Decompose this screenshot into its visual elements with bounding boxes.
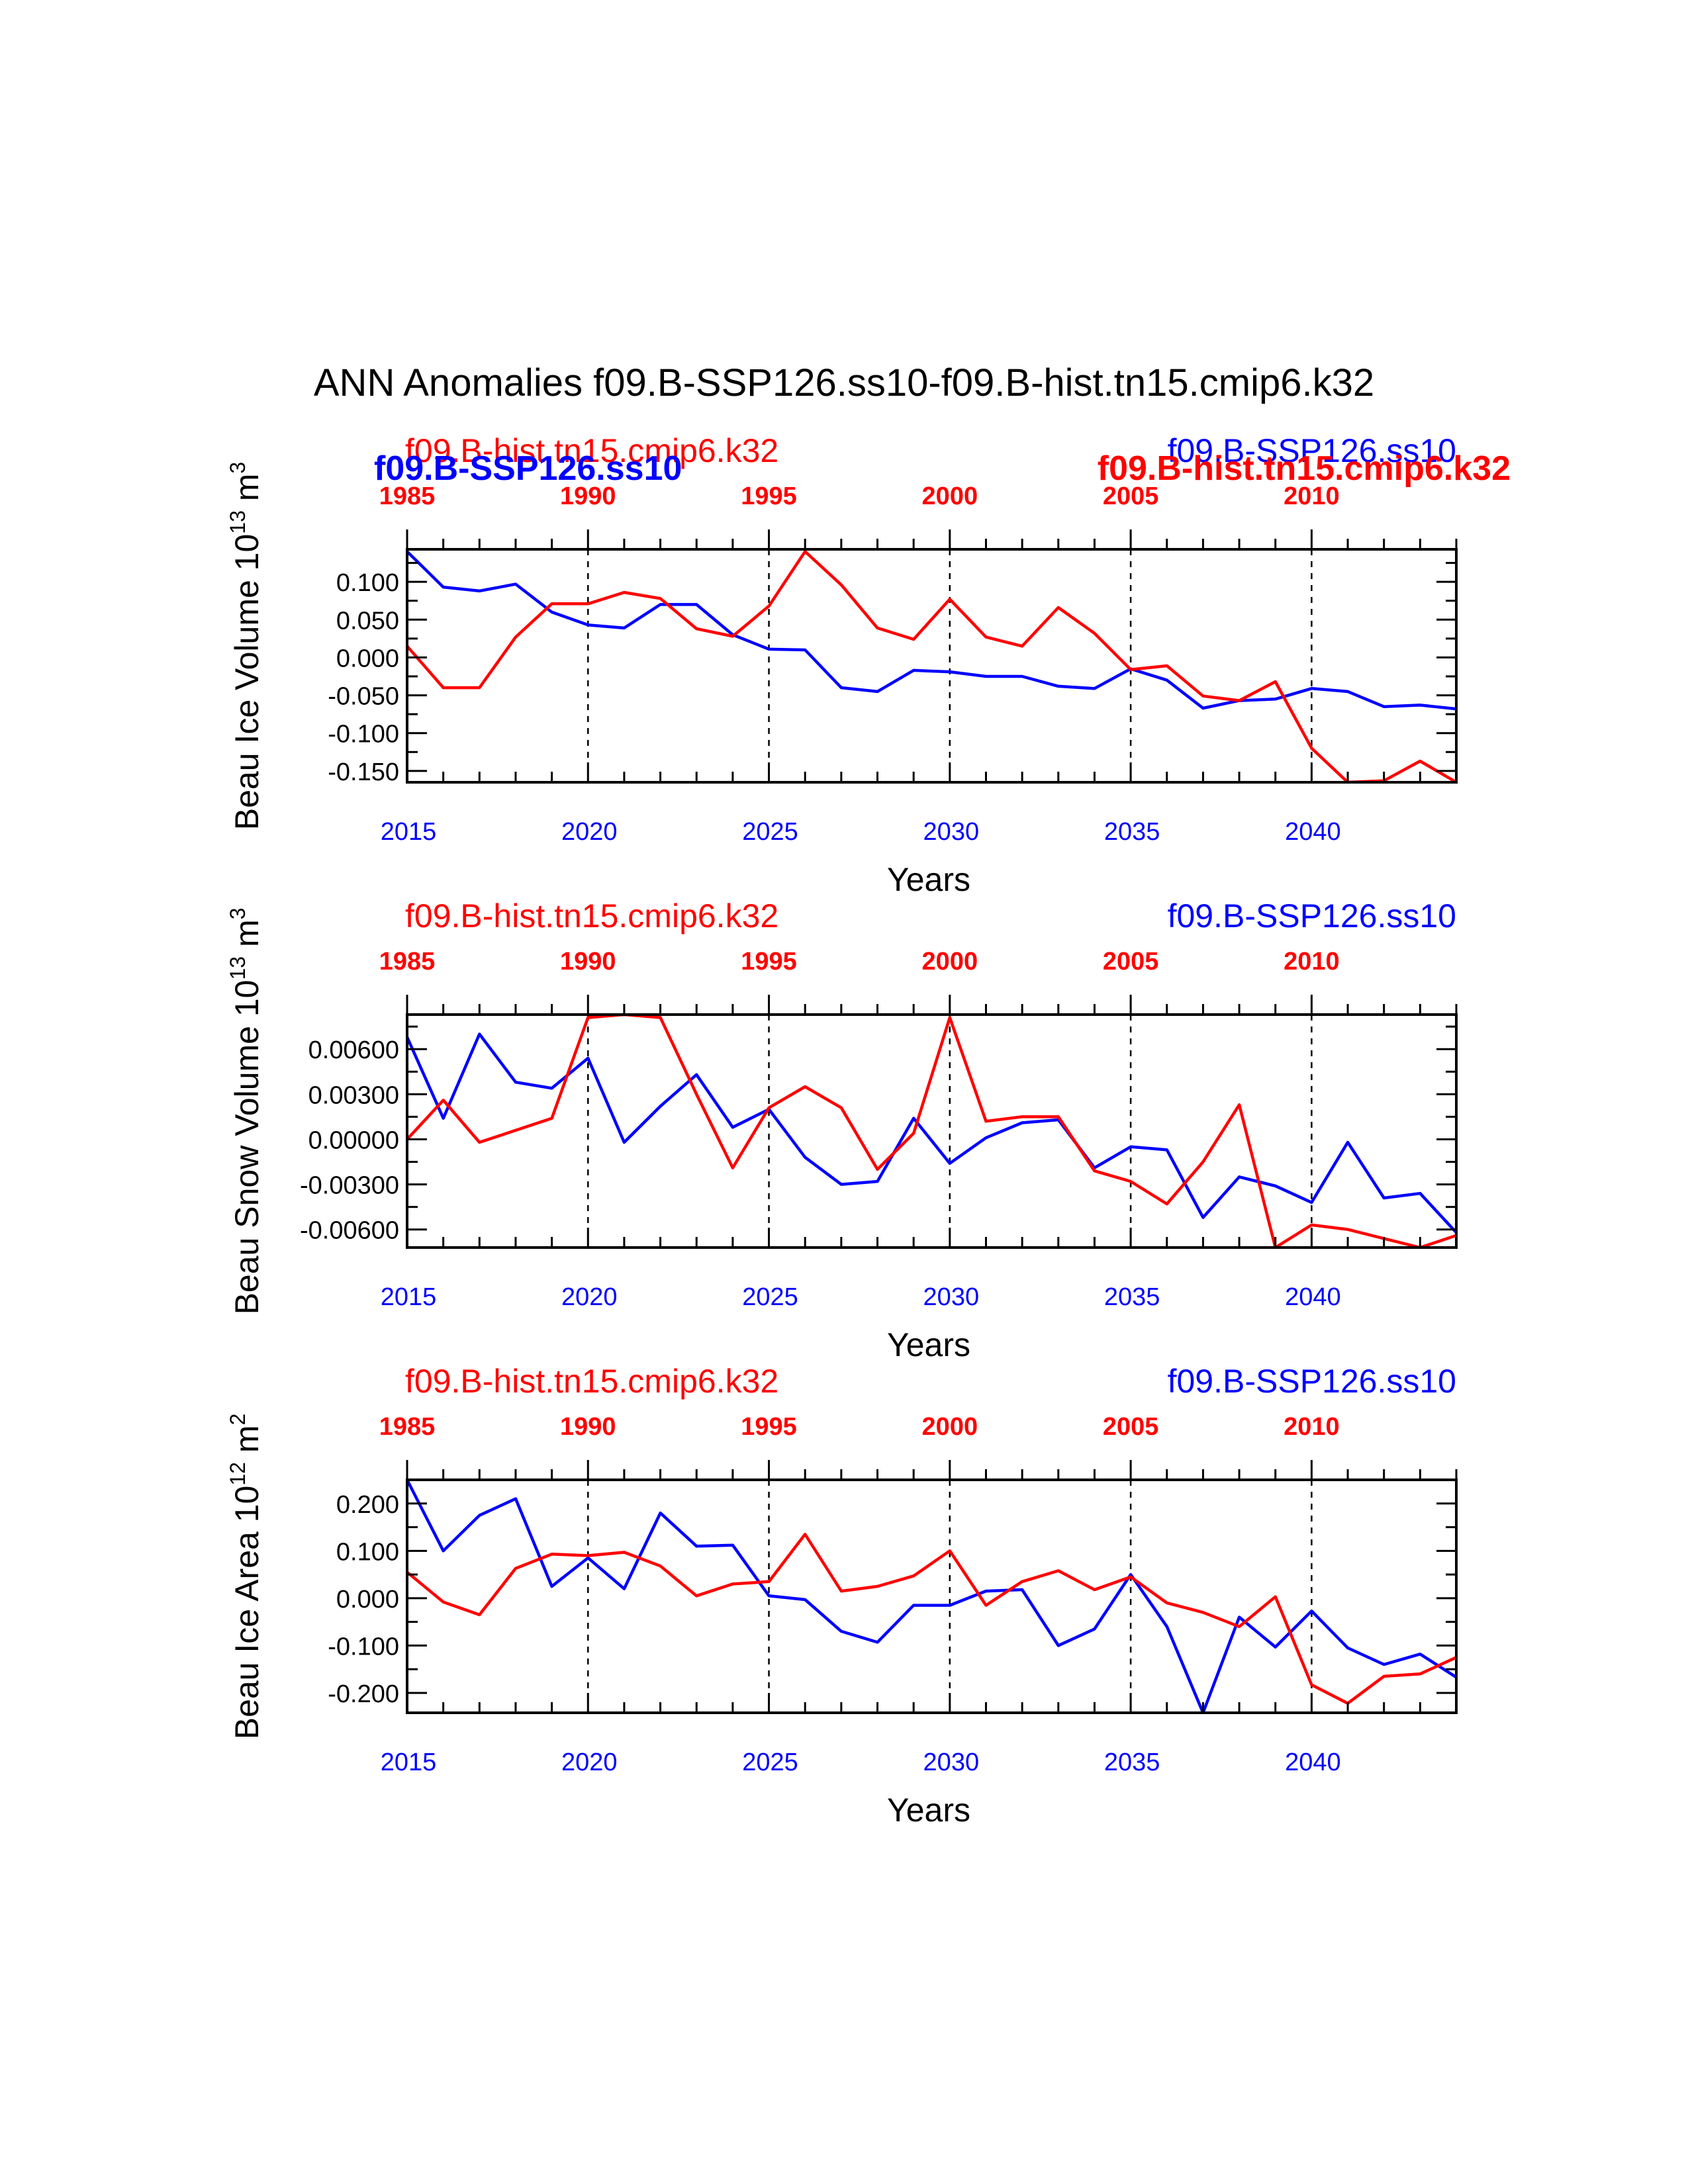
top-x-tick-label: 2005 xyxy=(1103,948,1159,976)
top-x-tick-label: 2005 xyxy=(1103,482,1159,510)
panel-2: 0.00600 0.00300 0.00000 -0.00300 -0.00600 201… xyxy=(226,897,1458,1363)
y-tick-label: 0.200 xyxy=(336,1491,399,1519)
top-x-tick-label: 1995 xyxy=(741,1413,797,1441)
hist-series-label: f09.B-hist.tn15.cmip6.k32 xyxy=(405,897,778,934)
top-x-tick-label: 1990 xyxy=(560,1413,616,1441)
top-x-tick-label: 1990 xyxy=(560,948,616,976)
x-tick-label: 2040 xyxy=(1285,818,1341,846)
ssp-bold-overlay-label: f09.B-SSP126.ss10 xyxy=(374,449,682,488)
x-tick-label: 2020 xyxy=(561,1283,618,1311)
x-axis-label: Years xyxy=(887,861,970,898)
x-tick-label: 2015 xyxy=(381,818,437,846)
x-tick-label: 2030 xyxy=(923,1749,980,1776)
hist-series-label: f09.B-hist.tn15.cmip6.k32 xyxy=(405,1363,778,1400)
y-axis-label-exponent: 12 xyxy=(226,1462,250,1486)
x-tick-label: 2020 xyxy=(561,1749,618,1776)
y-tick-label: 0.050 xyxy=(336,607,399,635)
y-tick-label: 0.100 xyxy=(336,569,399,597)
plot-frame xyxy=(406,548,1458,784)
top-x-tick-label: 2000 xyxy=(922,948,978,976)
top-x-tick-label: 2010 xyxy=(1284,948,1340,976)
x-axis-label: Years xyxy=(887,1792,970,1829)
x-axis-label: Years xyxy=(887,1326,970,1363)
y-axis-label-unit-exponent: 2 xyxy=(226,1414,250,1426)
plot-frame xyxy=(406,1479,1458,1714)
y-axis-label-text: Beau Snow Volume 10 xyxy=(228,980,265,1315)
x-tick-label: 2020 xyxy=(561,818,618,846)
x-tick-label: 2030 xyxy=(923,1283,980,1311)
y-axis-label-text: Beau Ice Volume 10 xyxy=(228,534,265,831)
panel-1: 0.100 0.050 0.000 -0.050 -0.100 -0.150 2015 202… xyxy=(226,432,1511,898)
hist-bold-overlay-label: f09.B-hist.tn15.cmip6.k32 xyxy=(1098,449,1511,488)
top-x-tick-label: 2000 xyxy=(922,1413,978,1441)
hist-series-line xyxy=(407,1533,1456,1705)
y-axis-label-unit-exponent: 3 xyxy=(226,908,250,920)
y-axis-label: Beau Snow Volume 1013 m3 xyxy=(226,908,265,1315)
top-x-tick-label: 2000 xyxy=(922,482,978,510)
x-tick-label: 2035 xyxy=(1104,1749,1160,1776)
top-x-tick-label: 1985 xyxy=(379,1413,436,1441)
y-tick-label: -0.200 xyxy=(328,1680,399,1708)
y-tick-label: -0.00600 xyxy=(300,1217,399,1245)
hist-series-label: f09.B-hist.tn15.cmip6.k32 xyxy=(405,432,778,469)
y-axis-label: Beau Ice Volume 1013 m3 xyxy=(226,462,265,830)
top-x-tick-label: 2005 xyxy=(1103,1413,1159,1441)
y-tick-label: 0.00600 xyxy=(308,1036,399,1064)
plot-frame xyxy=(406,1013,1458,1249)
top-x-tick-label: 1985 xyxy=(379,948,436,976)
ssp-series-line xyxy=(407,1480,1456,1713)
x-tick-label: 2015 xyxy=(381,1283,437,1311)
x-tick-label: 2035 xyxy=(1104,818,1160,846)
y-tick-label: 0.000 xyxy=(336,645,399,672)
hist-series-line xyxy=(407,1015,1456,1248)
ssp-series-line xyxy=(407,550,1456,711)
y-tick-label: 0.00300 xyxy=(308,1081,399,1109)
ssp-series-label: f09.B-SSP126.ss10 xyxy=(1168,897,1456,934)
x-tick-label: 2030 xyxy=(923,818,980,846)
y-tick-label: -0.00300 xyxy=(300,1172,399,1200)
ssp-series-line xyxy=(407,1032,1456,1234)
top-x-tick-label: 2010 xyxy=(1284,1413,1340,1441)
ssp-series-label: f09.B-SSP126.ss10 xyxy=(1168,432,1456,469)
top-x-tick-label: 1995 xyxy=(741,948,797,976)
y-axis-label: Beau Ice Area 1012 m2 xyxy=(226,1414,265,1740)
y-tick-label: 0.100 xyxy=(336,1538,399,1566)
top-x-tick-label: 1990 xyxy=(560,482,616,510)
y-axis-label-unit: m xyxy=(228,1426,265,1463)
y-tick-label: -0.050 xyxy=(328,683,399,711)
y-axis-label-text: Beau Ice Area 10 xyxy=(228,1486,265,1740)
top-x-tick-label: 2010 xyxy=(1284,482,1340,510)
y-axis-label-unit-exponent: 3 xyxy=(226,462,250,474)
y-axis-label-exponent: 13 xyxy=(226,956,250,980)
x-tick-label: 2025 xyxy=(742,1283,798,1311)
x-tick-label: 2035 xyxy=(1104,1283,1160,1311)
y-tick-label: -0.100 xyxy=(328,1633,399,1661)
top-x-tick-label: 1985 xyxy=(379,482,436,510)
hist-series-line xyxy=(407,550,1456,782)
y-tick-label: 0.00000 xyxy=(308,1126,399,1154)
x-tick-label: 2040 xyxy=(1285,1749,1341,1776)
x-tick-label: 2015 xyxy=(381,1749,437,1776)
y-axis-label-exponent: 13 xyxy=(226,510,250,534)
y-tick-label: 0.000 xyxy=(336,1586,399,1614)
ssp-series-label: f09.B-SSP126.ss10 xyxy=(1168,1363,1456,1400)
x-tick-label: 2025 xyxy=(742,1749,798,1776)
y-tick-label: -0.100 xyxy=(328,721,399,749)
top-x-tick-label: 1995 xyxy=(741,482,797,510)
x-tick-label: 2040 xyxy=(1285,1283,1341,1311)
figure-title: ANN Anomalies f09.B-SSP126.ss10-f09.B-hi… xyxy=(314,361,1374,404)
x-tick-label: 2025 xyxy=(742,818,798,846)
y-axis-label-unit: m xyxy=(228,474,265,511)
y-axis-label-unit: m xyxy=(228,919,265,956)
panels: 0.100 0.050 0.000 -0.050 -0.100 -0.150 2015 202… xyxy=(226,432,1511,1829)
panel-3: 0.200 0.100 0.000 -0.100 -0.200 2015 2020 2025 2… xyxy=(226,1363,1458,1829)
y-tick-label: -0.150 xyxy=(328,758,399,786)
